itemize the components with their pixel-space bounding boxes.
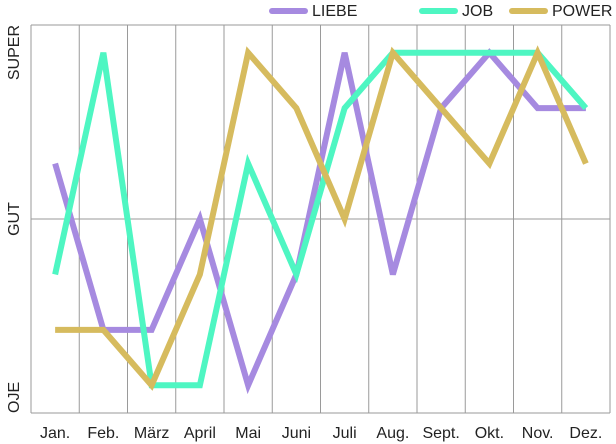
y-tick-label: GUT <box>6 202 23 236</box>
x-tick-label: März <box>134 425 170 442</box>
y-tick-label: SUPER <box>6 25 23 80</box>
x-tick-label: Juli <box>333 425 357 442</box>
x-tick-label: Sept. <box>422 425 459 442</box>
x-tick-label: Feb. <box>87 425 119 442</box>
y-tick-label: OJE <box>6 382 23 413</box>
series-line <box>55 45 589 391</box>
x-tick-label: Okt. <box>475 425 504 442</box>
x-tick-label: Aug. <box>376 425 409 442</box>
x-tick-label: Nov. <box>522 425 554 442</box>
legend-label: POWER <box>552 3 612 20</box>
x-tick-label: Jan. <box>40 425 70 442</box>
x-tick-label: Dez. <box>569 425 602 442</box>
series-line <box>52 49 589 389</box>
x-tick-label: April <box>184 425 216 442</box>
legend-label: LIEBE <box>312 3 357 20</box>
x-tick-label: Mai <box>235 425 261 442</box>
x-tick-label: Juni <box>282 425 311 442</box>
legend-label: JOB <box>462 3 493 20</box>
